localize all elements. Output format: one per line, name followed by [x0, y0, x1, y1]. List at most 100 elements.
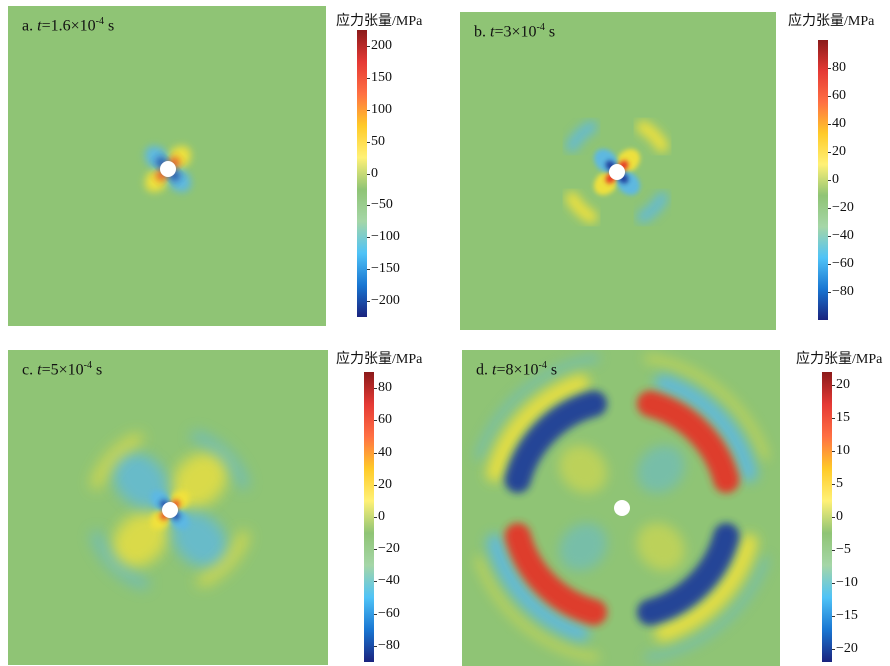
colorbar-tick-mark [374, 388, 377, 390]
panel-d-colorbar [822, 372, 832, 662]
colorbar-tick-label: 10 [836, 443, 850, 459]
colorbar-tick-mark [374, 645, 377, 647]
panel-a-heatmap: a. t=1.6×10-4 s [8, 6, 326, 326]
colorbar-tick-label: 5 [836, 476, 843, 492]
colorbar-tick-mark [828, 264, 831, 265]
colorbar-tick-mark [832, 451, 835, 453]
colorbar-tick-label: 20 [832, 144, 846, 159]
colorbar-tick-label: −200 [371, 293, 400, 309]
wave-front [90, 530, 150, 590]
stress-zone [559, 445, 608, 494]
wave-front [197, 530, 250, 587]
wave-front [90, 433, 143, 490]
wave-front [636, 120, 669, 153]
colorbar-tick-label: −80 [378, 637, 400, 653]
colorbar-tick-label: 100 [371, 101, 392, 117]
colorbar-tick-mark [832, 385, 835, 387]
colorbar-tick-mark [374, 613, 377, 615]
wave-front [190, 430, 250, 490]
panel-b-stress-field [460, 12, 776, 330]
colorbar-tick-label: 80 [832, 60, 846, 75]
panel-a-stress-field [8, 6, 326, 326]
colorbar-tick-mark [374, 452, 377, 454]
wave-front-outer [475, 354, 600, 460]
colorbar-tick-label: 40 [378, 444, 392, 460]
colorbar-tick-label: 15 [836, 410, 850, 426]
borehole [614, 500, 630, 516]
colorbar-tick-label: −50 [371, 197, 393, 213]
wave-front [565, 191, 598, 224]
colorbar-tick-mark [374, 517, 377, 518]
wave-front [636, 191, 669, 224]
colorbar-tick-label: 200 [371, 37, 392, 53]
colorbar-tick-mark [832, 418, 835, 420]
colorbar-tick-mark [367, 237, 370, 239]
wave-front [565, 120, 598, 153]
colorbar-tick-label: 20 [378, 476, 392, 492]
colorbar-tick-mark [832, 517, 835, 518]
panel-d-stress-field [462, 350, 780, 666]
wave-front [486, 534, 590, 642]
colorbar-tick-mark [832, 615, 835, 617]
colorbar-tick-label: −20 [832, 200, 854, 215]
panel-c-colorbar-title: 应力张量/MPa [336, 352, 423, 367]
colorbar-tick-label: −100 [371, 229, 400, 245]
panel-b-colorbar [818, 40, 828, 320]
panel-c-stress-field [8, 350, 328, 665]
colorbar-tick-mark [367, 109, 370, 111]
colorbar-tick-mark [367, 173, 370, 175]
panel-d-label: d. t=8×10-4 s [476, 360, 558, 379]
wave-front-outer [644, 354, 769, 460]
panel-a-colorbar [357, 30, 367, 317]
colorbar-tick-mark [367, 141, 370, 143]
colorbar-tick-label: 0 [371, 165, 378, 181]
colorbar-tick-mark [367, 77, 370, 79]
colorbar-tick-mark [828, 124, 831, 125]
panel-d-heatmap: d. t=8×10-4 s [462, 350, 780, 666]
panel-b-heatmap: b. t=3×10-4 s [460, 12, 776, 330]
wave-front [486, 374, 590, 482]
colorbar-tick-label: −150 [371, 261, 400, 277]
colorbar-tick-mark [832, 549, 835, 551]
colorbar-tick-label: −60 [378, 605, 400, 621]
stress-zone [559, 522, 608, 571]
colorbar-tick-label: −20 [378, 541, 400, 557]
colorbar-tick-mark [374, 484, 377, 486]
panel-b-label: b. t=3×10-4 s [474, 22, 556, 41]
colorbar-tick-label: 60 [378, 412, 392, 428]
colorbar-tick-label: −5 [836, 541, 851, 557]
wave-front-strong [637, 523, 740, 626]
colorbar-tick-label: 150 [371, 69, 392, 85]
colorbar-tick-label: −10 [836, 574, 858, 590]
colorbar-tick-label: 0 [832, 172, 839, 187]
colorbar-tick-label: 50 [371, 133, 385, 149]
colorbar-tick-label: 40 [832, 116, 846, 131]
colorbar-tick-mark [832, 648, 835, 650]
colorbar-tick-mark [828, 180, 831, 181]
colorbar-tick-mark [367, 301, 370, 303]
wave-front [654, 534, 758, 642]
colorbar-tick-mark [832, 484, 835, 486]
colorbar-tick-label: 80 [378, 380, 392, 396]
panel-c-label: c. t=5×10-4 s [22, 360, 103, 379]
colorbar-tick-label: 20 [836, 377, 850, 393]
colorbar-tick-mark [367, 269, 370, 271]
wave-front-strong [504, 390, 607, 493]
panel-d-colorbar-title: 应力张量/MPa [796, 352, 883, 367]
colorbar-tick-label: 0 [378, 509, 385, 524]
colorbar-tick-label: −20 [836, 640, 858, 656]
wave-front [654, 374, 758, 482]
colorbar-tick-label: 60 [832, 88, 846, 103]
colorbar-tick-mark [374, 549, 377, 551]
colorbar-tick-mark [828, 68, 831, 69]
colorbar-tick-label: −60 [832, 256, 854, 271]
panel-a-label: a. t=1.6×10-4 s [22, 16, 115, 35]
colorbar-tick-mark [367, 45, 370, 47]
colorbar-tick-mark [828, 292, 831, 293]
stress-zone [636, 522, 685, 571]
wave-front-strong [504, 523, 607, 626]
panel-a-colorbar-title: 应力张量/MPa [336, 14, 423, 29]
colorbar-tick-label: −15 [836, 607, 858, 623]
panel-b-colorbar-title: 应力张量/MPa [788, 14, 875, 29]
colorbar-tick-mark [828, 208, 831, 209]
